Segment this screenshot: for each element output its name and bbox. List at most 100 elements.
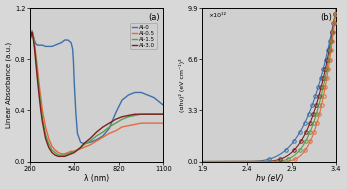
Al-0 — [94, 139, 99, 141]
Al-0.5 — [113, 130, 118, 132]
Al-0.5 — [145, 122, 150, 124]
Al-0.5 — [59, 153, 64, 155]
Al-3.0 — [66, 154, 70, 156]
Al-3.0 — [152, 113, 156, 115]
Al-1.5 — [56, 154, 60, 156]
Al-0 — [39, 44, 43, 46]
Al-0 — [62, 39, 67, 41]
Al-1.5 — [40, 117, 44, 119]
Al-0 — [101, 135, 105, 137]
Al-1.5 — [120, 118, 124, 120]
Al-0 — [69, 41, 73, 44]
Al-0.5 — [30, 30, 34, 32]
Al-0 — [107, 127, 111, 129]
Al-3.0 — [28, 38, 33, 40]
Legend: Al-0, Al-0.5, Al-1.5, Al-3.0: Al-0, Al-0.5, Al-1.5, Al-3.0 — [129, 23, 157, 50]
Al-0 — [72, 81, 76, 83]
Al-0.5 — [75, 149, 79, 151]
X-axis label: hν (eV): hν (eV) — [255, 174, 283, 184]
Al-0.5 — [43, 126, 48, 128]
Al-1.5 — [75, 149, 79, 151]
Al-0 — [71, 61, 76, 63]
Al-0 — [70, 48, 75, 50]
Al-1.5 — [139, 113, 143, 115]
Al-0 — [75, 132, 79, 135]
Al-1.5 — [145, 113, 150, 115]
Al-3.0 — [78, 146, 83, 149]
Al-1.5 — [133, 114, 137, 117]
Al-3.0 — [161, 113, 166, 115]
Al-0.5 — [33, 48, 37, 50]
Al-3.0 — [133, 113, 137, 115]
Al-1.5 — [152, 113, 156, 115]
Al-0.5 — [139, 122, 143, 124]
Al-1.5 — [43, 133, 48, 136]
Al-3.0 — [72, 151, 76, 154]
Al-0.5 — [53, 149, 57, 151]
Al-0 — [74, 112, 78, 114]
Al-0.5 — [82, 146, 86, 149]
Al-0 — [32, 36, 36, 39]
Al-1.5 — [33, 52, 37, 54]
Line: Al-3.0: Al-3.0 — [29, 32, 163, 156]
Text: (b): (b) — [320, 13, 332, 22]
Al-0 — [31, 33, 35, 35]
Al-1.5 — [30, 30, 34, 32]
Al-3.0 — [33, 54, 37, 57]
Al-1.5 — [37, 90, 41, 92]
Al-1.5 — [88, 140, 92, 142]
Al-3.0 — [139, 113, 143, 115]
Al-0 — [64, 39, 68, 41]
Al-3.0 — [46, 146, 51, 149]
Al-3.0 — [29, 34, 33, 36]
Al-0.5 — [32, 36, 36, 39]
Line: Al-1.5: Al-1.5 — [29, 31, 163, 155]
Al-3.0 — [43, 137, 48, 140]
Al-1.5 — [34, 59, 38, 62]
Al-1.5 — [53, 151, 57, 154]
Al-0.5 — [29, 33, 33, 35]
Al-0 — [28, 36, 33, 39]
Al-3.0 — [113, 118, 118, 120]
Al-0 — [139, 91, 143, 94]
Al-0 — [152, 96, 156, 99]
Al-3.0 — [31, 35, 35, 37]
Al-0 — [88, 141, 92, 143]
Al-3.0 — [101, 126, 105, 128]
Al-0.5 — [126, 125, 130, 127]
Al-3.0 — [32, 46, 36, 49]
Al-0 — [34, 43, 38, 45]
Al-0.5 — [46, 137, 51, 140]
Al-0 — [133, 91, 137, 94]
Al-0 — [66, 39, 70, 41]
Al-1.5 — [46, 143, 51, 145]
Al-3.0 — [88, 137, 92, 140]
Y-axis label: (αhν)² (eV cm⁻¹)²: (αhν)² (eV cm⁻¹)² — [179, 58, 185, 112]
Al-0 — [145, 94, 150, 96]
Al-0.5 — [66, 151, 70, 154]
Al-1.5 — [107, 126, 111, 128]
Al-1.5 — [82, 144, 86, 146]
Al-3.0 — [59, 155, 64, 157]
Al-0.5 — [88, 144, 92, 146]
Al-1.5 — [39, 104, 43, 106]
Al-0 — [43, 45, 48, 48]
Al-0 — [113, 112, 118, 114]
Text: (a): (a) — [148, 13, 160, 22]
Al-0.5 — [56, 151, 60, 154]
Al-0 — [27, 43, 32, 45]
Al-0 — [35, 44, 40, 46]
Al-0 — [126, 94, 130, 96]
Al-1.5 — [27, 43, 32, 45]
Al-1.5 — [28, 36, 33, 39]
Al-1.5 — [32, 38, 36, 40]
Al-3.0 — [39, 109, 43, 112]
Al-0 — [158, 101, 162, 104]
Al-1.5 — [69, 151, 73, 154]
Al-0.5 — [31, 33, 35, 35]
Al-3.0 — [62, 155, 67, 157]
Al-3.0 — [120, 116, 124, 118]
Al-1.5 — [66, 153, 70, 155]
Al-0.5 — [161, 122, 166, 124]
X-axis label: λ (nm): λ (nm) — [84, 174, 109, 184]
